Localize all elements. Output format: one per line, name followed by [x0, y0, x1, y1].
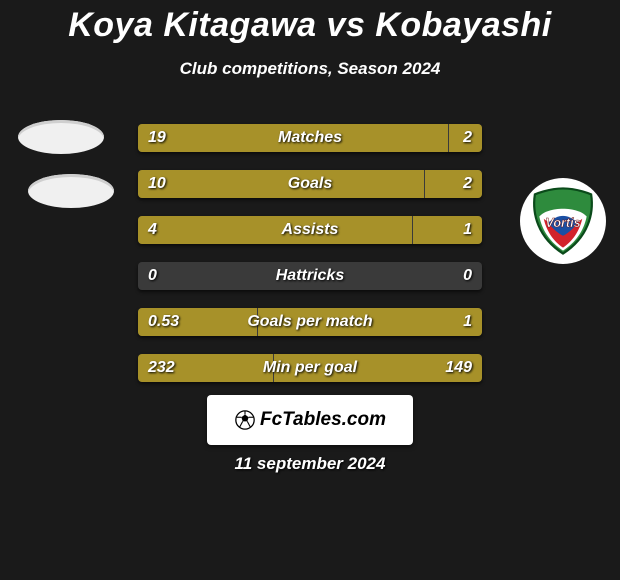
stat-row-hattricks: 0 0Hattricks	[138, 262, 482, 290]
stat-fill-right	[258, 308, 482, 336]
source-badge: FcTables.com	[207, 395, 413, 445]
svg-text:Vortis: Vortis	[545, 216, 580, 230]
stat-value-right: 1	[463, 308, 472, 336]
stat-value-right: 1	[463, 216, 472, 244]
stat-value-left: 4	[148, 216, 157, 244]
soccer-ball-icon	[234, 409, 256, 431]
stat-value-right: 2	[463, 170, 472, 198]
stat-value-right: 149	[445, 354, 472, 382]
page-subtitle: Club competitions, Season 2024	[0, 59, 620, 79]
stat-fill-right	[425, 170, 482, 198]
stat-fill-left	[138, 170, 424, 198]
stats-rows: 192Matches102Goals41Assists00Hattricks0.…	[138, 124, 482, 400]
stat-value-right: 2	[463, 124, 472, 152]
date-text: 11 september 2024	[0, 454, 620, 474]
stat-value-right: 0	[463, 262, 472, 290]
club-crest-icon: Vortis	[526, 184, 600, 258]
source-text: FcTables.com	[260, 409, 386, 431]
stat-value-left: 10	[148, 170, 166, 198]
stat-value-left: 232	[148, 354, 175, 382]
player-left-badge-1	[18, 120, 104, 154]
page-title: Koya Kitagawa vs Kobayashi	[0, 0, 620, 45]
stat-label: Hattricks	[138, 262, 482, 290]
stat-fill-left	[138, 124, 448, 152]
stat-value-left: 0	[148, 262, 157, 290]
stat-row-goals: 102Goals	[138, 170, 482, 198]
stat-row-assists: 41Assists	[138, 216, 482, 244]
tokushima-vortis-badge: Vortis	[520, 178, 606, 264]
stat-row-matches: 192Matches	[138, 124, 482, 152]
stat-value-left: 0.53	[148, 308, 179, 336]
player-left-badge-2	[28, 174, 114, 208]
stat-row-goals-per-match: 0.531Goals per match	[138, 308, 482, 336]
stat-row-min-per-goal: 232149Min per goal	[138, 354, 482, 382]
stat-value-left: 19	[148, 124, 166, 152]
stat-fill-left	[138, 216, 412, 244]
